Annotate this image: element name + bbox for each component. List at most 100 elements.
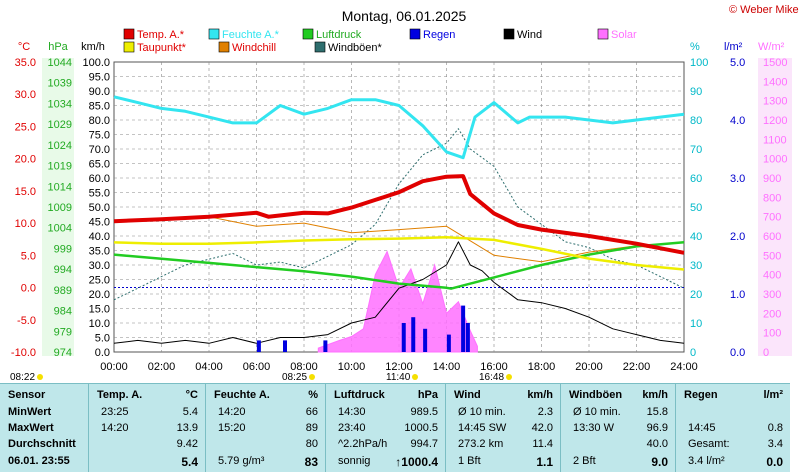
series-taupunkt <box>113 236 685 271</box>
sun-time-marker: 08:25 <box>282 372 316 383</box>
legend-swatch <box>218 41 230 53</box>
sun-icon <box>412 374 419 380</box>
stats-cell-value: 0.8 <box>767 422 783 434</box>
rain-tick-label: 0.0 <box>730 347 745 359</box>
hpa-tick-label: 989 <box>54 285 72 297</box>
stats-cell-info: 5.79 g/m³ <box>218 455 265 467</box>
stats-cell-value: 89 <box>305 422 318 434</box>
hpa-tick-label: 994 <box>54 264 72 276</box>
legend-label: Temp. A.* <box>137 29 185 41</box>
stats-cell-info: 23:40 <box>338 422 366 434</box>
stats-row-label: Durchschnitt <box>8 438 76 450</box>
rain-unit-label: l/m² <box>724 41 743 53</box>
solar-tick-label: 1300 <box>763 96 787 108</box>
percent-tick-label: 40 <box>690 231 702 243</box>
sun-icon <box>37 374 44 380</box>
axes: 35.0 30.0 25.0 20.0 15.0 10.0 5.0 0.0 -5.0 -10.0 °… <box>11 41 792 373</box>
stats-cell-info: 273.2 km <box>458 438 504 450</box>
legend-swatch <box>409 28 421 40</box>
rain-bar <box>461 305 466 352</box>
hpa-tick-label: 1034 <box>48 98 72 110</box>
stats-row-label: MinWert <box>8 406 52 418</box>
stats-cell-value: 989.5 <box>410 406 438 418</box>
celsius-tick-label: -5.0 <box>17 315 36 327</box>
solar-tick-label: 900 <box>763 173 781 185</box>
solar-tick-label: 1400 <box>763 76 787 88</box>
kmh-tick-label: 5.0 <box>95 333 110 345</box>
percent-tick-label: 30 <box>690 260 702 272</box>
kmh-tick-label: 60.0 <box>89 173 110 185</box>
x-tick-label: 18:00 <box>528 361 556 373</box>
legend-swatch <box>597 28 609 40</box>
stats-group-unit: km/h <box>527 389 553 401</box>
solar-tick-label: 700 <box>763 212 781 224</box>
solar-tick-label: 200 <box>763 308 781 320</box>
stats-cell-info: 14:30 <box>338 406 366 418</box>
series-windböen <box>113 128 685 301</box>
stats-group: Regen l/m² 14:45 0.8 Gesamt: 3.4 3.4 l/m² 0.0 <box>675 384 791 472</box>
solar-tick-label: 400 <box>763 270 781 282</box>
stats-cell-value: 15.8 <box>646 406 668 418</box>
stats-group: Temp. A. °C 23:25 5.4 14:20 13.9 9.42 5.4 <box>88 384 206 472</box>
stats-cell-value: 42.0 <box>531 422 553 434</box>
solar-tick-label: 300 <box>763 289 781 301</box>
solar-tick-label: 1000 <box>763 154 787 166</box>
legend-swatch <box>123 28 135 40</box>
kmh-tick-label: 55.0 <box>89 188 110 200</box>
kmh-tick-label: 15.0 <box>89 304 110 316</box>
x-tick-label: 16:00 <box>480 361 508 373</box>
rain-tick-label: 3.0 <box>730 173 745 185</box>
celsius-tick-label: 10.0 <box>15 218 36 230</box>
solar-tick-label: 100 <box>763 328 781 340</box>
stats-labels: Sensor MinWert MaxWert Durchschnitt 06.01. 2… <box>0 384 88 472</box>
solar-tick-label: 800 <box>763 192 781 204</box>
series-solar <box>317 250 478 353</box>
solar-tick-label: 500 <box>763 250 781 262</box>
hpa-tick-label: 1004 <box>48 223 72 235</box>
series-feuchte-a <box>113 95 685 160</box>
stats-cell-info: 23:25 <box>101 406 129 418</box>
percent-tick-label: 0 <box>690 347 696 359</box>
stats-cell-value: 80 <box>305 438 318 450</box>
percent-tick-label: 70 <box>690 144 702 156</box>
kmh-tick-label: 100.0 <box>82 57 110 69</box>
percent-tick-label: 10 <box>690 318 702 330</box>
rain-tick-label: 4.0 <box>730 115 745 127</box>
stats-group: Luftdruck hPa 14:30 989.5 23:40 1000.5 ^2.2hPa… <box>325 384 446 472</box>
stats-cell-info: Ø 10 min. <box>573 406 621 418</box>
kmh-unit-label: km/h <box>81 41 105 53</box>
stats-row-label: 06.01. 23:55 <box>8 455 70 467</box>
x-tick-label: 22:00 <box>623 361 651 373</box>
plot-area <box>113 95 685 353</box>
chart-title: Montag, 06.01.2025 <box>342 8 467 24</box>
stats-cell-value: 5.4 <box>182 406 198 418</box>
stats-group: Wind km/h Ø 10 min. 2.3 14:45 SW 42.0 273.2 km… <box>445 384 561 472</box>
rain-bar <box>446 334 451 352</box>
sun-time-label: 08:22 <box>10 372 36 383</box>
stats-cell-info: 3.4 l/m² <box>688 455 725 467</box>
stats-group-unit: hPa <box>417 389 438 401</box>
stats-cell-value: 96.9 <box>646 422 668 434</box>
celsius-tick-label: 25.0 <box>15 121 36 133</box>
stats-cell-value: 9.42 <box>176 438 198 450</box>
percent-tick-label: 100 <box>690 57 708 69</box>
solar-tick-label: 1100 <box>763 134 787 146</box>
stats-group-name: Feuchte A. <box>214 389 270 401</box>
legend: Temp. A.* Feuchte A.* Luftdruck Regen Wind So… <box>123 28 637 54</box>
solar-unit-label: W/m² <box>758 41 785 53</box>
hpa-tick-label: 1024 <box>48 140 72 152</box>
x-tick-label: 00:00 <box>100 361 128 373</box>
sun-time-label: 08:25 <box>282 372 308 383</box>
kmh-tick-label: 80.0 <box>89 115 110 127</box>
x-tick-label: 10:00 <box>338 361 366 373</box>
sun-time-label: 11:40 <box>386 372 411 383</box>
hpa-tick-label: 974 <box>54 347 72 359</box>
legend-label: Feuchte A.* <box>222 29 280 41</box>
stats-cell-value: 66 <box>305 406 318 418</box>
rain-bar <box>323 340 328 352</box>
kmh-tick-label: 90.0 <box>89 86 110 98</box>
weather-chart: Montag, 06.01.2025 Temp. A.* Feuchte A.* L… <box>11 8 792 373</box>
hpa-tick-label: 984 <box>54 306 72 318</box>
stats-cell-value: 994.7 <box>410 438 438 450</box>
percent-tick-label: 90 <box>690 86 702 98</box>
